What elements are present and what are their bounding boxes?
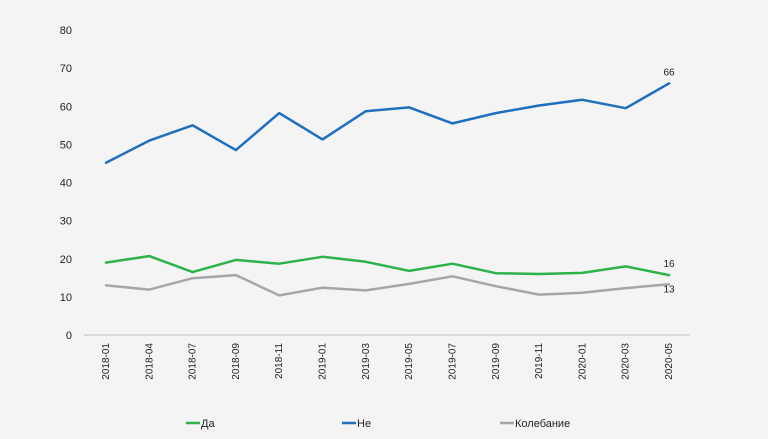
legend: Да Не Колебание — [186, 418, 570, 430]
x-tick-label: 2018-01 — [101, 343, 112, 380]
y-tick-label: 70 — [60, 63, 72, 75]
x-tick-label: 2019-05 — [404, 343, 415, 380]
x-tick-label: 2019-09 — [491, 343, 502, 380]
series-line-2 — [104, 273, 671, 297]
y-tick-label: 10 — [60, 292, 72, 304]
x-tick-label: 2020-05 — [664, 343, 675, 380]
legend-label: Да — [201, 418, 215, 430]
data-labels: 16 66 13 — [663, 67, 675, 295]
x-tick-label: 2018-07 — [188, 343, 199, 380]
x-tick-label: 2020-01 — [577, 343, 588, 380]
y-tick-label: 20 — [60, 254, 72, 266]
x-tick-label: 2019-01 — [318, 343, 329, 380]
series-lines — [104, 82, 671, 297]
y-tick-label: 80 — [60, 25, 72, 37]
y-tick-label: 30 — [60, 216, 72, 228]
y-tick-label: 40 — [60, 178, 72, 190]
x-tick-label: 2019-07 — [447, 343, 458, 380]
y-tick-label: 60 — [60, 101, 72, 113]
x-axis: 2018-01 2018-04 2018-07 2018-09 2018-11 2019-… — [84, 334, 690, 380]
end-data-label: 13 — [663, 284, 675, 295]
x-tick-label: 2018-04 — [144, 343, 155, 380]
legend-label: Колебание — [515, 418, 570, 430]
legend-label: Не — [357, 418, 371, 430]
x-tick-label: 2018-11 — [274, 343, 285, 379]
end-data-label: 66 — [663, 67, 675, 78]
x-tick-label: 2019-03 — [361, 343, 372, 380]
y-tick-label: 0 — [66, 330, 72, 342]
x-tick-label: 2018-09 — [231, 343, 242, 380]
y-tick-label: 50 — [60, 139, 72, 151]
end-data-label: 16 — [663, 259, 675, 270]
series-line-0 — [104, 254, 671, 277]
series-line-1 — [104, 82, 671, 164]
x-tick-label: 2019-11 — [534, 343, 545, 379]
y-axis: 0 10 20 30 40 50 60 70 80 — [60, 25, 72, 342]
x-tick-label: 2020-03 — [621, 343, 632, 380]
